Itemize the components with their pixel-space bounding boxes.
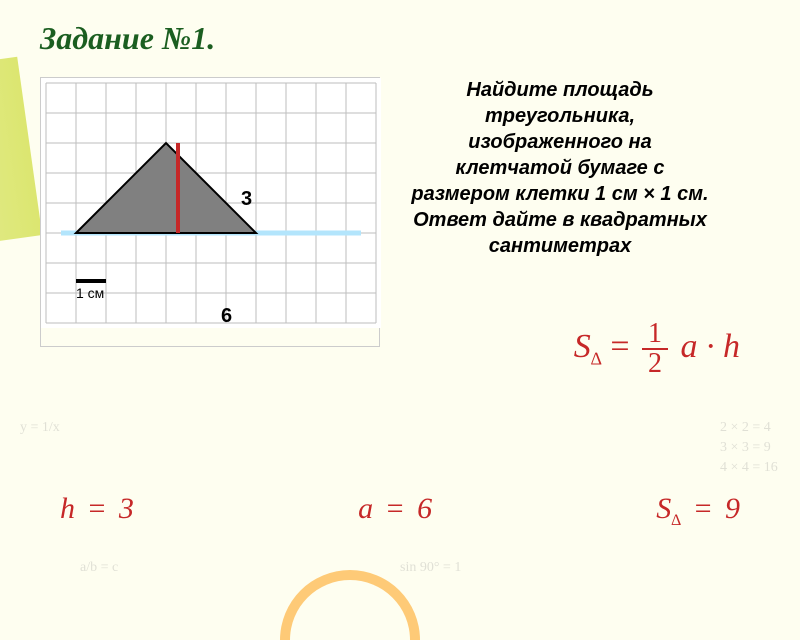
eq-s: = bbox=[687, 492, 719, 525]
val-s: 9 bbox=[725, 492, 740, 525]
eq-a: = bbox=[379, 492, 411, 525]
fraction: 1 2 bbox=[642, 320, 668, 378]
var-s: S bbox=[656, 492, 671, 525]
task-title: Задание №1. bbox=[40, 20, 760, 57]
formula-rest: a · h bbox=[681, 328, 741, 365]
frac-den: 2 bbox=[642, 350, 668, 378]
answers-row: h = 3 a = 6 S∆ = 9 bbox=[60, 492, 740, 530]
sub-s: ∆ bbox=[671, 512, 681, 529]
diagram: 3 6 1 см bbox=[40, 77, 380, 347]
equals-sign: = bbox=[610, 328, 638, 365]
val-a: 6 bbox=[417, 492, 432, 525]
answer-h: h = 3 bbox=[60, 492, 134, 530]
answer-a: a = 6 bbox=[358, 492, 432, 530]
formula-S: S bbox=[574, 328, 591, 365]
base-label: 6 bbox=[221, 305, 232, 328]
scale-text: 1 см bbox=[76, 285, 106, 301]
main-row: 3 6 1 см Найдите площадь треугольника, и… bbox=[40, 77, 760, 347]
val-h: 3 bbox=[119, 492, 134, 525]
problem-text: Найдите площадь треугольника, изображенн… bbox=[410, 77, 710, 259]
eq-h: = bbox=[81, 492, 113, 525]
var-h: h bbox=[60, 492, 75, 525]
formula-sub: ∆ bbox=[591, 349, 602, 369]
answer-s: S∆ = 9 bbox=[656, 492, 740, 530]
area-formula: S∆ = 1 2 a · h bbox=[574, 320, 740, 378]
var-a: a bbox=[358, 492, 373, 525]
scale-bar-icon bbox=[76, 279, 106, 283]
scale-label: 1 см bbox=[76, 279, 106, 301]
slide-content: Задание №1. 3 6 1 см Найдите площадь тре… bbox=[0, 0, 800, 600]
frac-num: 1 bbox=[642, 320, 668, 350]
height-label: 3 bbox=[241, 188, 252, 211]
